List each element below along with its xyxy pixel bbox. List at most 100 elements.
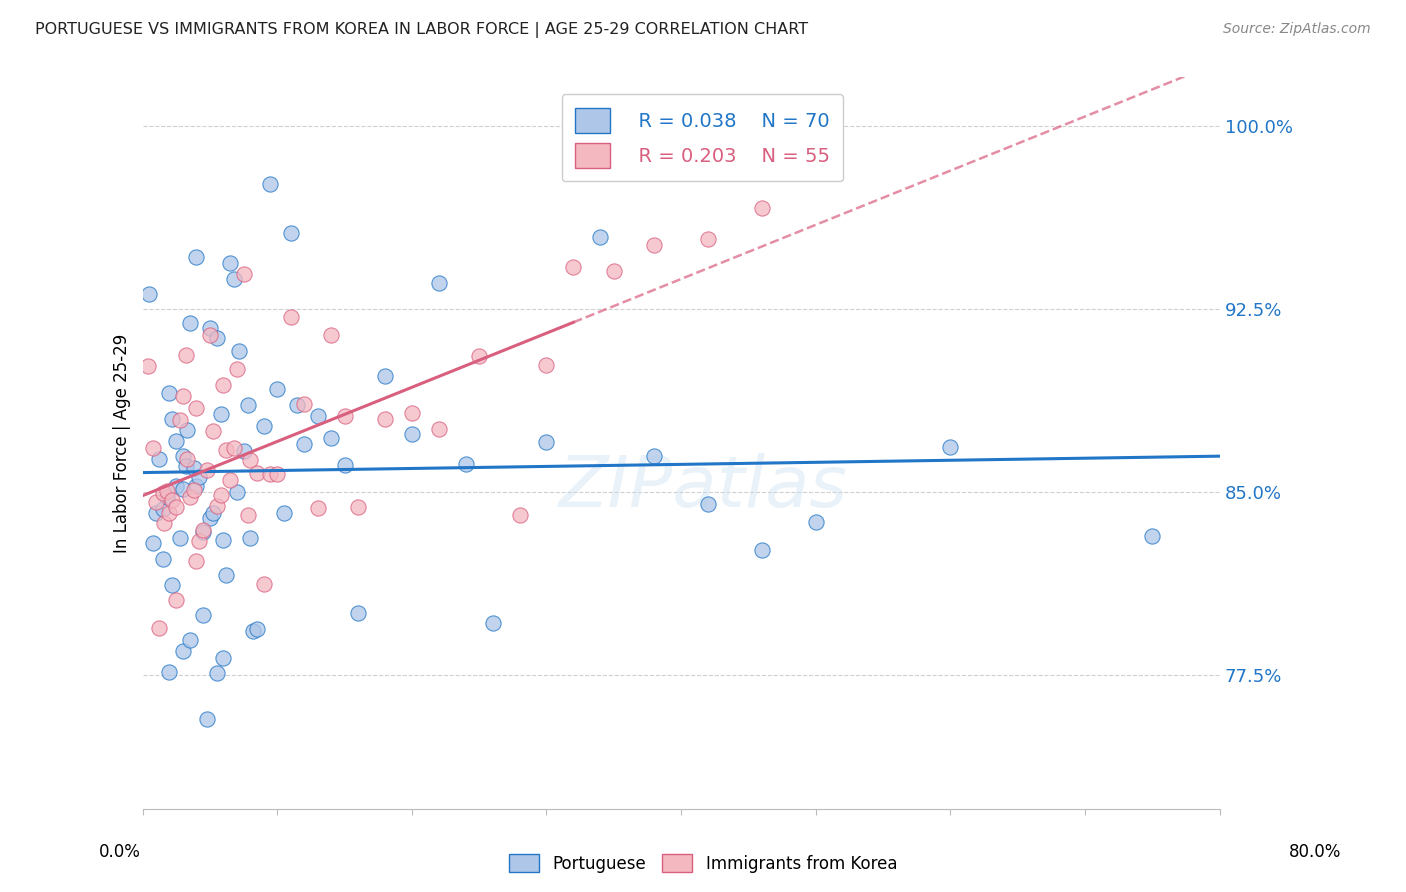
Point bbox=[222, 441, 245, 455]
Point bbox=[165, 479, 187, 493]
Point bbox=[212, 650, 235, 665]
Point bbox=[160, 578, 183, 592]
Point bbox=[201, 506, 224, 520]
Point bbox=[481, 616, 503, 631]
Point bbox=[188, 470, 211, 484]
Point bbox=[939, 440, 962, 454]
Point bbox=[273, 506, 295, 520]
Point bbox=[536, 434, 558, 449]
Point bbox=[176, 452, 198, 467]
Point bbox=[509, 508, 531, 522]
Point bbox=[191, 607, 214, 622]
Point bbox=[215, 568, 238, 582]
Point bbox=[142, 441, 165, 455]
Point bbox=[172, 644, 194, 658]
Point bbox=[643, 238, 665, 252]
Point bbox=[319, 328, 342, 343]
Point bbox=[307, 501, 329, 516]
Point bbox=[179, 316, 201, 330]
Point bbox=[169, 531, 191, 545]
Point bbox=[156, 483, 179, 498]
Point bbox=[145, 506, 167, 520]
Point bbox=[228, 343, 250, 358]
Point bbox=[195, 712, 218, 726]
Point bbox=[142, 536, 165, 550]
Point bbox=[174, 459, 197, 474]
Point bbox=[165, 500, 187, 515]
Point bbox=[205, 331, 228, 345]
Point bbox=[643, 449, 665, 463]
Point bbox=[292, 437, 315, 451]
Point bbox=[239, 452, 262, 467]
Point bbox=[145, 495, 167, 509]
Point bbox=[186, 250, 208, 264]
Point bbox=[232, 443, 254, 458]
Point bbox=[152, 501, 174, 516]
Point bbox=[172, 449, 194, 463]
Point bbox=[280, 310, 302, 324]
Point bbox=[169, 413, 191, 427]
Point bbox=[259, 178, 281, 192]
Point bbox=[186, 479, 208, 493]
Point bbox=[333, 458, 356, 472]
Point bbox=[280, 227, 302, 241]
Point bbox=[1142, 529, 1164, 543]
Point bbox=[454, 457, 477, 471]
Point bbox=[219, 473, 242, 487]
Text: 0.0%: 0.0% bbox=[98, 843, 141, 861]
Text: PORTUGUESE VS IMMIGRANTS FROM KOREA IN LABOR FORCE | AGE 25-29 CORRELATION CHART: PORTUGUESE VS IMMIGRANTS FROM KOREA IN L… bbox=[35, 22, 808, 38]
Point bbox=[236, 508, 259, 522]
Point bbox=[292, 397, 315, 411]
Point bbox=[242, 624, 264, 638]
Point bbox=[246, 466, 269, 480]
Point bbox=[191, 523, 214, 537]
Point bbox=[160, 411, 183, 425]
Point bbox=[186, 401, 208, 415]
Point bbox=[156, 490, 179, 504]
Point bbox=[603, 264, 626, 278]
Y-axis label: In Labor Force | Age 25-29: In Labor Force | Age 25-29 bbox=[114, 334, 131, 553]
Point bbox=[205, 666, 228, 681]
Point bbox=[153, 516, 176, 530]
Point bbox=[751, 201, 773, 215]
Point bbox=[307, 409, 329, 423]
Point bbox=[222, 271, 245, 285]
Point bbox=[266, 382, 288, 396]
Point bbox=[287, 398, 309, 412]
Point bbox=[219, 256, 242, 270]
Point bbox=[188, 533, 211, 548]
Point bbox=[427, 422, 450, 436]
Point bbox=[374, 369, 396, 384]
Point bbox=[266, 467, 288, 482]
Point bbox=[172, 389, 194, 403]
Point bbox=[333, 409, 356, 423]
Point bbox=[183, 483, 205, 498]
Text: Source: ZipAtlas.com: Source: ZipAtlas.com bbox=[1223, 22, 1371, 37]
Text: 80.0%: 80.0% bbox=[1288, 843, 1341, 861]
Point bbox=[159, 385, 181, 400]
Point bbox=[212, 378, 235, 392]
Point bbox=[347, 500, 370, 515]
Point bbox=[186, 554, 208, 568]
Point bbox=[232, 267, 254, 281]
Text: ZIPatlas: ZIPatlas bbox=[558, 452, 848, 522]
Point bbox=[148, 621, 170, 635]
Point bbox=[201, 424, 224, 438]
Point bbox=[136, 359, 159, 373]
Point bbox=[239, 531, 262, 545]
Point bbox=[246, 622, 269, 636]
Point bbox=[697, 232, 720, 246]
Point bbox=[159, 507, 181, 521]
Point bbox=[198, 321, 221, 335]
Legend:   R = 0.038    N = 70,   R = 0.203    N = 55: R = 0.038 N = 70, R = 0.203 N = 55 bbox=[561, 95, 844, 181]
Point bbox=[253, 576, 276, 591]
Point bbox=[138, 287, 160, 301]
Point bbox=[148, 452, 170, 467]
Point bbox=[804, 515, 827, 529]
Point bbox=[198, 511, 221, 525]
Point bbox=[152, 485, 174, 500]
Point bbox=[159, 665, 181, 680]
Point bbox=[212, 533, 235, 548]
Point bbox=[205, 499, 228, 513]
Point bbox=[179, 632, 201, 647]
